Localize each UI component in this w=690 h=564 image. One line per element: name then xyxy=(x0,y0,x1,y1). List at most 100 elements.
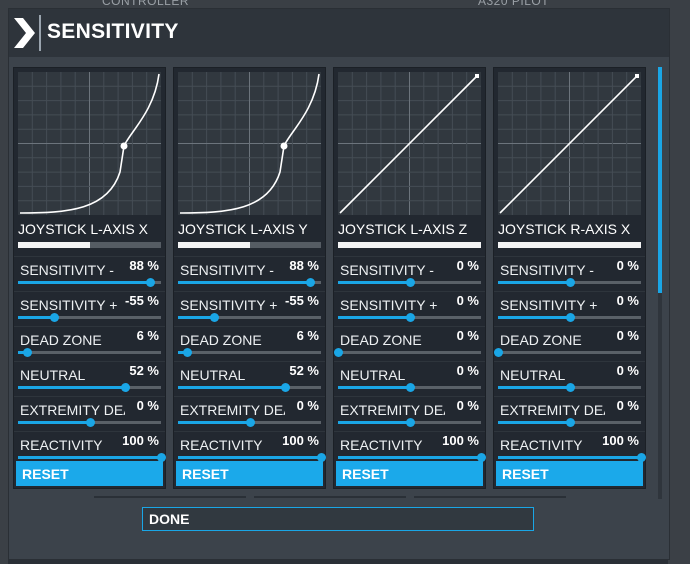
neutral-point-marker xyxy=(120,142,128,150)
param-divider xyxy=(494,361,645,362)
scrollbar-thumb[interactable] xyxy=(658,67,662,293)
response-curve-graph xyxy=(178,72,321,215)
param-slider-knob[interactable] xyxy=(157,453,166,462)
footer-divider xyxy=(414,496,566,498)
background-header: CONTROLLER A320 PILOT xyxy=(0,0,690,10)
param-slider-knob[interactable] xyxy=(405,278,415,287)
param-value: 88 % xyxy=(285,258,319,273)
reset-button[interactable]: RESET xyxy=(496,461,643,486)
param-row[interactable]: SENSITIVITY + 0 % xyxy=(334,291,485,325)
param-row[interactable]: DEAD ZONE 0 % xyxy=(494,326,645,360)
curve-end-marker xyxy=(635,74,639,78)
param-slider-track[interactable] xyxy=(178,351,321,354)
background-controller-label: CONTROLLER xyxy=(102,0,190,8)
param-row[interactable]: SENSITIVITY - 0 % xyxy=(494,256,645,290)
param-label: DEAD ZONE xyxy=(500,332,582,348)
param-slider-knob[interactable] xyxy=(494,348,503,357)
param-row[interactable]: NEUTRAL 0 % xyxy=(494,361,645,395)
param-slider-track[interactable] xyxy=(18,351,161,354)
param-row[interactable]: SENSITIVITY - 88 % xyxy=(174,256,325,290)
param-row[interactable]: DEAD ZONE 6 % xyxy=(14,326,165,360)
response-curve-graph xyxy=(338,72,481,215)
param-slider-fill xyxy=(338,281,410,284)
param-row[interactable]: REACTIVITY 100 % xyxy=(174,431,326,465)
param-slider-fill xyxy=(498,456,641,459)
param-row[interactable]: EXTREMITY DEAD ZONE 0 % xyxy=(334,396,485,430)
background-right-strip xyxy=(668,10,690,564)
param-row[interactable]: SENSITIVITY - 0 % xyxy=(334,256,485,290)
param-divider xyxy=(494,291,645,292)
param-value: 0 % xyxy=(452,293,479,308)
param-slider-knob[interactable] xyxy=(405,313,415,322)
param-slider-fill xyxy=(178,386,286,389)
param-row[interactable]: REACTIVITY 100 % xyxy=(334,431,486,465)
param-row[interactable]: NEUTRAL 52 % xyxy=(174,361,325,395)
param-slider-knob[interactable] xyxy=(637,453,646,462)
reset-button[interactable]: RESET xyxy=(176,461,323,486)
param-label: EXTREMITY DEAD ZONE xyxy=(20,402,125,418)
param-label: NEUTRAL xyxy=(340,367,406,383)
param-slider-knob[interactable] xyxy=(85,418,95,427)
param-row[interactable]: REACTIVITY 100 % xyxy=(494,431,646,465)
param-row[interactable]: EXTREMITY DEAD ZONE 0 % xyxy=(14,396,165,430)
param-slider-knob[interactable] xyxy=(22,348,32,357)
param-slider-knob[interactable] xyxy=(565,313,575,322)
neutral-point-marker xyxy=(280,142,288,150)
param-row[interactable]: SENSITIVITY + -55 % xyxy=(14,291,165,325)
reset-button[interactable]: RESET xyxy=(336,461,483,486)
done-button[interactable]: DONE xyxy=(142,507,534,531)
param-value: -55 % xyxy=(281,293,319,308)
param-value: 100 % xyxy=(278,433,319,448)
param-row[interactable]: DEAD ZONE 6 % xyxy=(174,326,325,360)
param-slider-knob[interactable] xyxy=(477,453,486,462)
axis-name: JOYSTICK L-AXIS Y xyxy=(178,221,308,237)
chevron-right-icon xyxy=(14,18,35,48)
param-value: 52 % xyxy=(285,363,319,378)
axis-name: JOYSTICK L-AXIS X xyxy=(18,221,148,237)
footer-divider xyxy=(94,496,246,498)
param-row[interactable]: EXTREMITY DEAD ZONE 0 % xyxy=(174,396,325,430)
axis-panel: JOYSTICK R-AXIS X SENSITIVITY -0 % SENSITI… xyxy=(493,67,646,489)
param-slider-knob[interactable] xyxy=(121,383,131,392)
param-slider-knob[interactable] xyxy=(145,278,155,287)
param-value: 0 % xyxy=(612,328,639,343)
param-row[interactable]: SENSITIVITY - 88 % xyxy=(14,256,165,290)
param-slider-track[interactable] xyxy=(338,351,481,354)
param-label: SENSITIVITY - xyxy=(20,262,114,278)
param-slider-knob[interactable] xyxy=(209,313,219,322)
param-label: EXTREMITY DEAD ZONE xyxy=(180,402,285,418)
param-row[interactable]: SENSITIVITY + -55 % xyxy=(174,291,325,325)
param-value: 6 % xyxy=(132,328,159,343)
param-slider-knob[interactable] xyxy=(245,418,255,427)
param-slider-track[interactable] xyxy=(498,351,641,354)
param-slider-knob[interactable] xyxy=(182,348,192,357)
param-slider-fill xyxy=(498,316,570,319)
param-slider-knob[interactable] xyxy=(334,348,343,357)
reset-button[interactable]: RESET xyxy=(16,461,163,486)
param-divider xyxy=(494,326,645,327)
response-curve-graph xyxy=(498,72,641,215)
param-row[interactable]: SENSITIVITY + 0 % xyxy=(494,291,645,325)
param-label: NEUTRAL xyxy=(20,367,86,383)
param-row[interactable]: NEUTRAL 0 % xyxy=(334,361,485,395)
param-slider-knob[interactable] xyxy=(317,453,326,462)
param-slider-track[interactable] xyxy=(18,316,161,319)
param-row[interactable]: EXTREMITY DEAD ZONE 0 % xyxy=(494,396,645,430)
param-row[interactable]: DEAD ZONE 0 % xyxy=(334,326,485,360)
param-row[interactable]: NEUTRAL 52 % xyxy=(14,361,165,395)
param-slider-track[interactable] xyxy=(178,316,321,319)
param-row[interactable]: REACTIVITY 100 % xyxy=(14,431,166,465)
param-slider-fill xyxy=(338,421,410,424)
param-slider-fill xyxy=(178,421,250,424)
param-slider-knob[interactable] xyxy=(565,278,575,287)
param-divider xyxy=(174,361,325,362)
param-slider-knob[interactable] xyxy=(565,418,575,427)
param-slider-knob[interactable] xyxy=(305,278,315,287)
param-slider-fill xyxy=(178,316,214,319)
param-value: 0 % xyxy=(132,398,159,413)
param-slider-knob[interactable] xyxy=(565,383,575,392)
param-slider-knob[interactable] xyxy=(405,383,415,392)
param-slider-knob[interactable] xyxy=(281,383,291,392)
param-slider-knob[interactable] xyxy=(49,313,59,322)
param-slider-knob[interactable] xyxy=(405,418,415,427)
